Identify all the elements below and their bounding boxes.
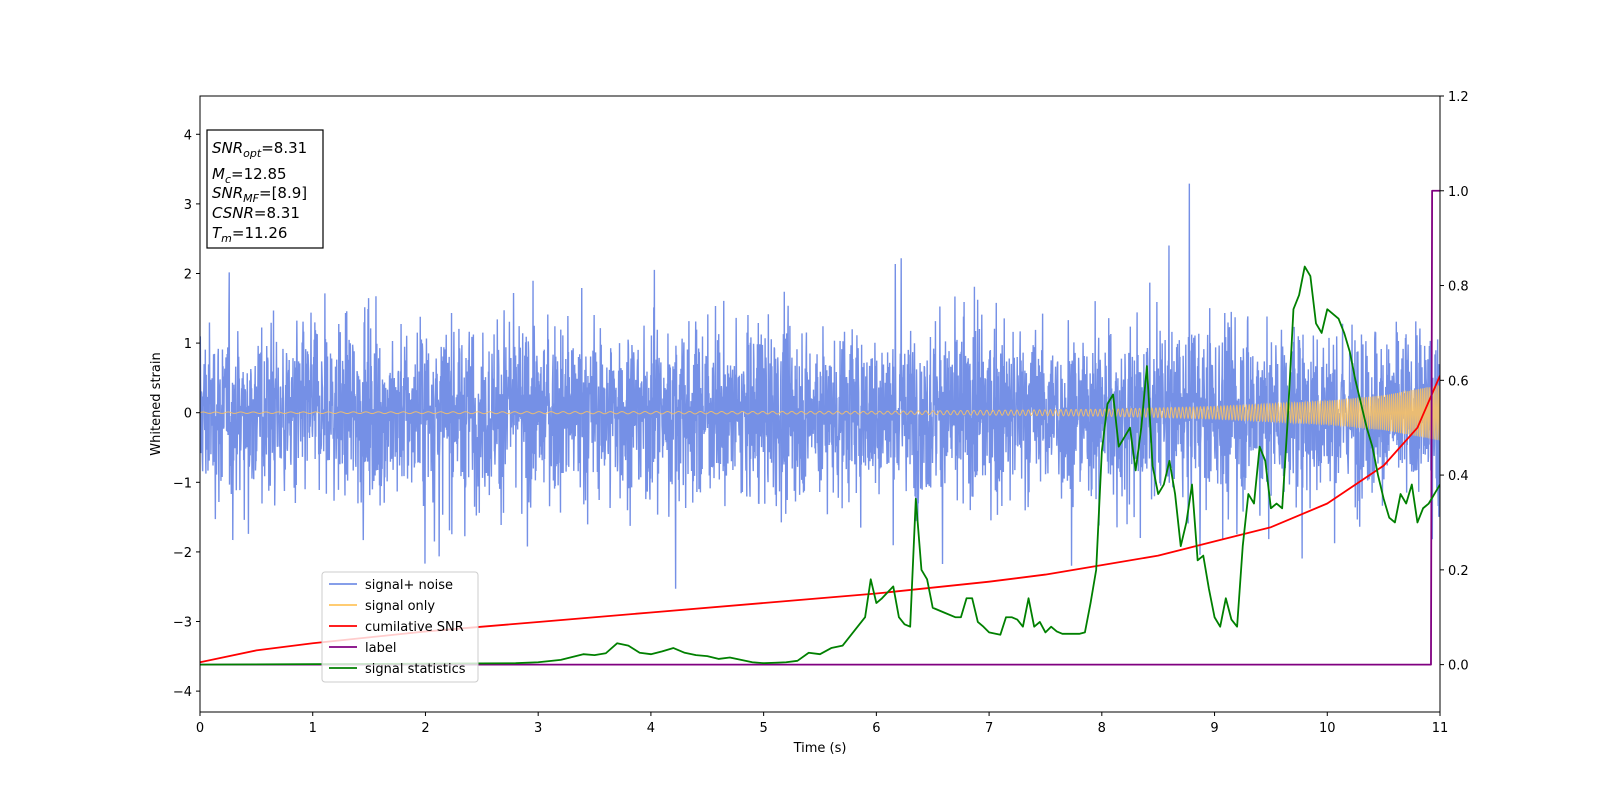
- x-tick-label: 10: [1319, 721, 1336, 736]
- y2-tick-label: 0.8: [1448, 280, 1469, 295]
- x-tick-label: 3: [534, 721, 542, 736]
- y-tick-label: 2: [184, 267, 192, 282]
- y2-tick-label: 1.0: [1448, 185, 1469, 200]
- series-signal-noise: [200, 183, 1440, 589]
- series-signal-statistics: [200, 265, 1440, 666]
- y-tick-label: 3: [184, 198, 192, 213]
- x-tick-label: 11: [1432, 721, 1449, 736]
- y-axis-title: Whitened strain: [149, 352, 164, 455]
- legend: signal+ noise signal only cumilative SNR la…: [321, 571, 479, 683]
- x-tick-label: 5: [759, 721, 767, 736]
- series-label: [200, 189, 1440, 666]
- info-line: CSNR=8.31: [212, 204, 300, 222]
- x-tick-label: 7: [985, 721, 993, 736]
- info-line: SNRMF=[8.9]: [212, 184, 307, 205]
- legend-frame: [321, 571, 479, 683]
- y2-tick-label: 0.4: [1448, 469, 1469, 484]
- legend-entry: label: [365, 641, 396, 656]
- x-tick-label: 1: [309, 721, 317, 736]
- y-tick-label: −2: [173, 546, 192, 561]
- y-tick-label: −4: [173, 685, 192, 700]
- info-line: Mc=12.85: [212, 165, 287, 186]
- x-tick-label: 4: [647, 721, 655, 736]
- y-tick-label: −1: [173, 476, 192, 491]
- y-tick-label: −3: [173, 616, 192, 631]
- x-tick-label: 2: [421, 721, 429, 736]
- legend-entry: cumilative SNR: [365, 620, 464, 635]
- legend-entry: signal only: [365, 599, 435, 614]
- y-tick-label: 4: [184, 128, 192, 143]
- y-tick-label: 0: [184, 407, 192, 422]
- info-box-frame: [206, 129, 324, 249]
- x-axis: 0 1 2 3 4 5 6 7 8 9 10 11: [196, 712, 1448, 736]
- y2-tick-label: 0.0: [1448, 659, 1469, 674]
- info-line: Tm=11.26: [212, 224, 287, 245]
- x-tick-label: 9: [1210, 721, 1218, 736]
- legend-entry: signal statistics: [365, 662, 466, 677]
- x-tick-label: 6: [872, 721, 880, 736]
- y2-tick-label: 0.2: [1448, 564, 1469, 579]
- x-axis-title: Time (s): [793, 741, 847, 756]
- y2-tick-label: 0.6: [1448, 374, 1469, 389]
- series-signal-only: [200, 384, 1440, 441]
- y2-tick-label: 1.2: [1448, 90, 1469, 105]
- x-tick-label: 8: [1098, 721, 1106, 736]
- y-axis: −4 −3 −2 −1 0 1 2 3 4: [173, 128, 200, 700]
- x-tick-label: 0: [196, 721, 204, 736]
- y2-axis: 0.0 0.2 0.4 0.6 0.8 1.0 1.2: [1440, 90, 1469, 674]
- legend-entry: signal+ noise: [365, 578, 453, 593]
- y-tick-label: 1: [184, 337, 192, 352]
- info-line: SNRopt=8.31: [212, 139, 307, 160]
- plot-frame: [199, 95, 1441, 713]
